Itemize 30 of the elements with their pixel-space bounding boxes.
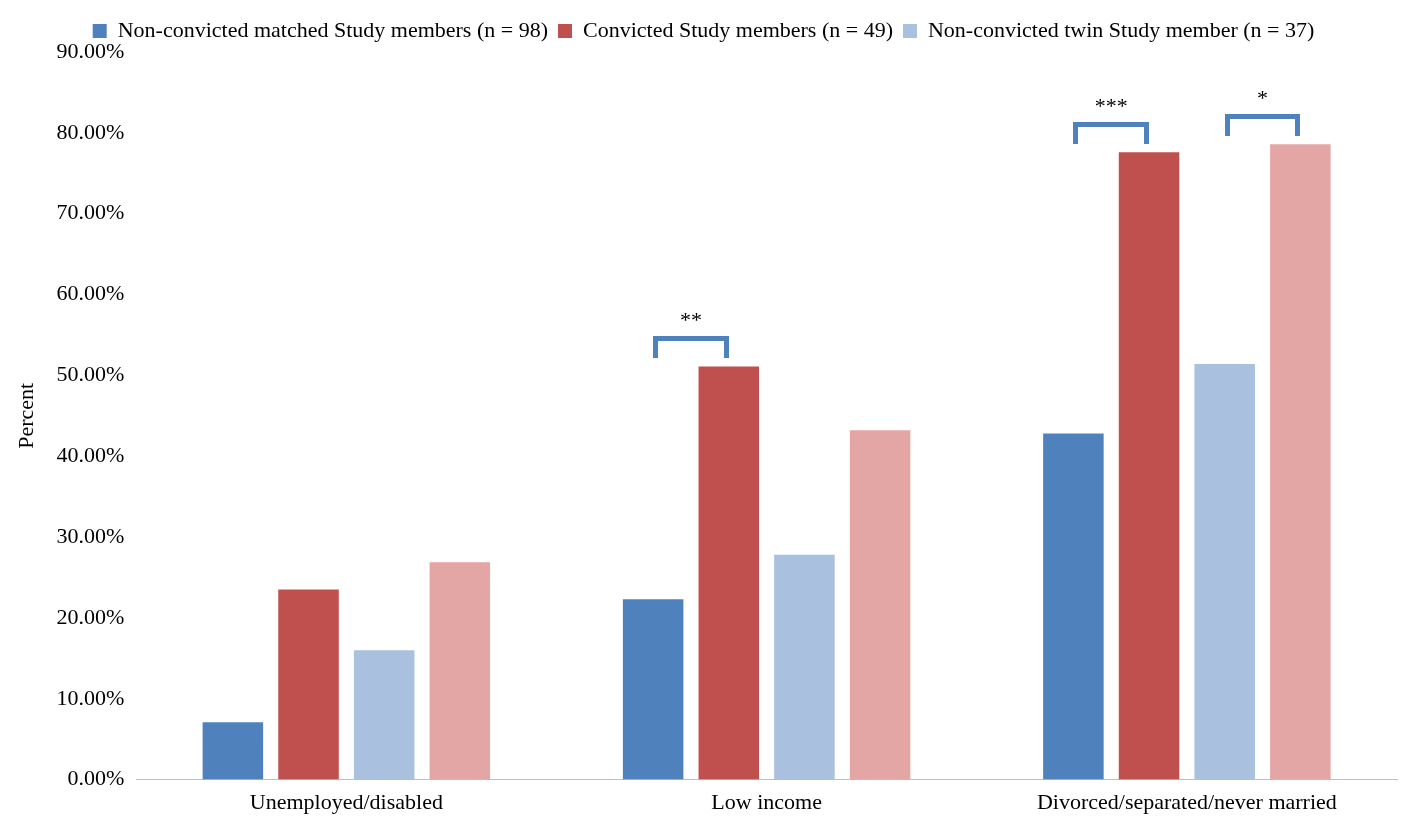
bar (1270, 144, 1331, 780)
bar (1043, 433, 1104, 780)
x-tick-label: Unemployed/disabled (249, 788, 443, 814)
bar (774, 554, 835, 780)
x-tick-label: Low income (711, 788, 822, 814)
bar (429, 562, 491, 780)
y-tick-label: 80.00% (56, 118, 125, 144)
bar (622, 599, 684, 780)
bar (849, 430, 911, 780)
y-tick-label: 40.00% (56, 442, 125, 467)
y-tick-label: 0.00% (67, 765, 125, 791)
legend-label: Non-convicted twin Study member (n = 37) (927, 16, 1315, 42)
bar (278, 589, 339, 780)
x-tick-label: Divorced/separated/never married (1036, 788, 1337, 814)
y-tick-label: 50.00% (56, 361, 125, 387)
y-tick-label: 70.00% (56, 199, 125, 225)
bar (1118, 152, 1180, 780)
annotation: * (1257, 84, 1269, 110)
bar (1194, 364, 1255, 780)
annotation: ** (679, 307, 702, 333)
annotation: *** (1094, 93, 1128, 119)
legend-label: Convicted Study members (n = 49) (583, 16, 893, 42)
bar (698, 366, 760, 780)
y-tick-label: 10.00% (56, 684, 125, 710)
bar (202, 722, 264, 780)
bar (353, 650, 415, 780)
y-tick-label: 30.00% (56, 522, 125, 548)
y-tick-label: 60.00% (56, 280, 125, 306)
y-tick-label: 20.00% (56, 603, 125, 629)
y-axis-title: Percent (12, 382, 38, 449)
